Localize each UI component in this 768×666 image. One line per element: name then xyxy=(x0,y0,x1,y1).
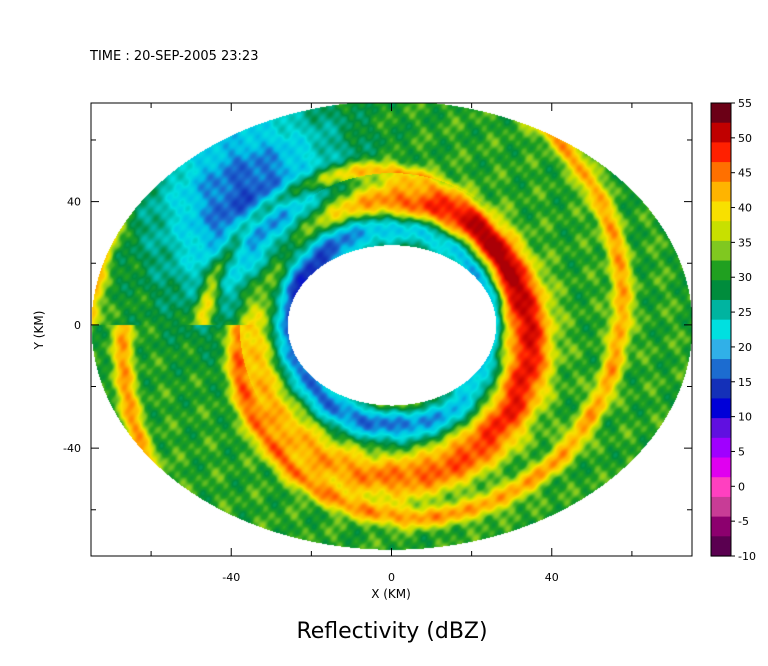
colorbar-segment xyxy=(711,359,731,380)
colorbar-tick-label: -5 xyxy=(738,515,749,528)
x-tick-label: -40 xyxy=(222,571,240,584)
colorbar-segment xyxy=(711,516,731,537)
colorbar-segment xyxy=(711,418,731,439)
colorbar-segment xyxy=(711,457,731,478)
chart-title: Reflectivity (dBZ) xyxy=(296,619,487,644)
colorbar-tick-label: 25 xyxy=(738,306,752,319)
colorbar-segment xyxy=(711,221,731,242)
colorbar-tick-label: 15 xyxy=(738,376,752,389)
x-tick-label: 0 xyxy=(388,571,395,584)
reflectivity-field xyxy=(91,103,692,556)
colorbar-tick-label: -10 xyxy=(738,550,756,563)
colorbar-segment xyxy=(711,398,731,419)
colorbar-segment xyxy=(711,378,731,400)
x-axis-label: X (KM) xyxy=(371,587,411,601)
colorbar-segment xyxy=(711,181,731,203)
colorbar-tick-label: 30 xyxy=(738,271,752,284)
colorbar-segment xyxy=(711,496,731,518)
colorbar-tick-label: 50 xyxy=(738,132,752,145)
y-axis-label: Y (KM) xyxy=(32,311,46,351)
colorbar-segment xyxy=(711,437,731,459)
colorbar-tick-label: 0 xyxy=(738,480,745,493)
colorbar-tick-label: 5 xyxy=(738,445,745,458)
colorbar-segment xyxy=(711,260,731,281)
colorbar-segment xyxy=(711,477,731,498)
colorbar-tick-label: 40 xyxy=(738,202,752,215)
colorbar-tick-label: 55 xyxy=(738,97,752,110)
colorbar-tick-label: 45 xyxy=(738,167,752,180)
colorbar-segment xyxy=(711,319,731,340)
colorbar-segment xyxy=(711,122,731,143)
colorbar-segment xyxy=(711,299,731,321)
colorbar-segment xyxy=(711,280,731,301)
colorbar-segment xyxy=(711,103,731,124)
colorbar-frame xyxy=(710,102,732,557)
x-tick-label: 40 xyxy=(545,571,559,584)
y-tick-label: 40 xyxy=(67,196,81,209)
time-label: TIME : 20-SEP-2005 23:23 xyxy=(89,49,258,64)
colorbar-segment xyxy=(711,162,731,183)
colorbar-segment xyxy=(711,240,731,262)
colorbar-segment xyxy=(711,536,731,557)
colorbar-segment xyxy=(711,339,731,360)
colorbar-segment xyxy=(711,201,731,222)
y-tick-label: -40 xyxy=(63,442,81,455)
colorbar-tick-label: 10 xyxy=(738,411,752,424)
y-tick-label: 0 xyxy=(74,319,81,332)
colorbar-tick-label: 35 xyxy=(738,236,752,249)
colorbar-segment xyxy=(711,142,731,163)
colorbar-tick-label: 20 xyxy=(738,341,752,354)
x-axis: -40 0 40 xyxy=(150,103,633,584)
y-axis: -40 0 40 xyxy=(63,139,692,511)
